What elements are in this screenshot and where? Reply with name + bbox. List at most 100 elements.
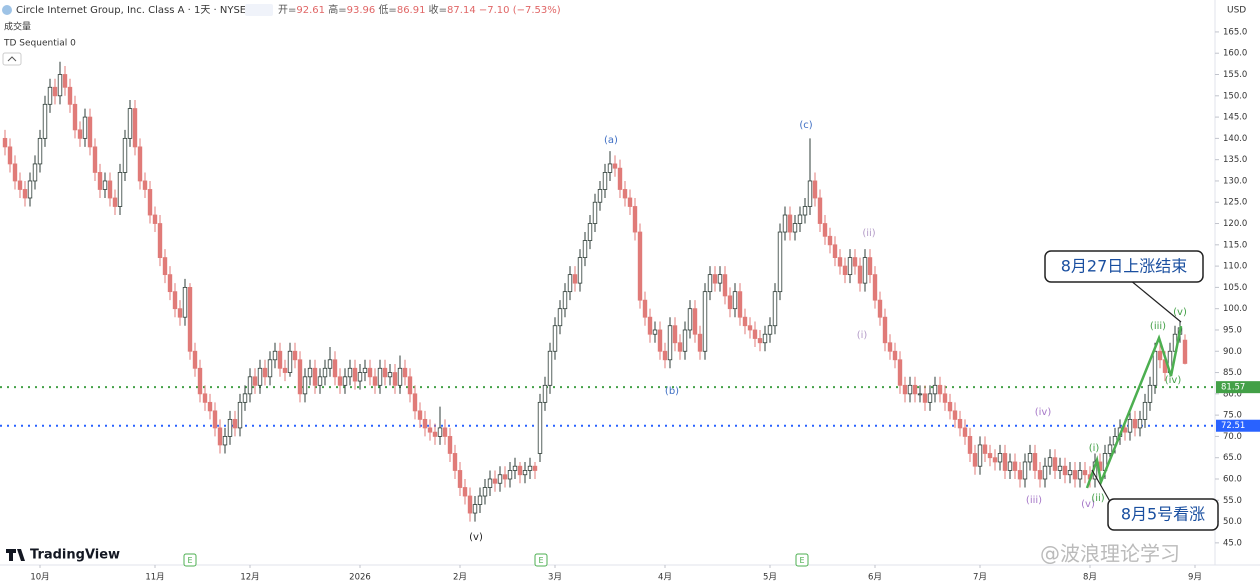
candle-body <box>922 393 928 403</box>
candle-body <box>472 504 478 514</box>
y-tick-label: 55.0 <box>1223 496 1242 506</box>
wave-label: (iv) <box>1165 375 1182 386</box>
candle-body <box>997 453 1003 463</box>
candle-body <box>532 465 538 471</box>
candle-body <box>47 86 53 105</box>
candle-body <box>192 350 198 369</box>
candle-body <box>1017 470 1023 480</box>
candle-body <box>367 367 373 378</box>
candle-body <box>932 384 938 395</box>
candle-body <box>912 384 918 395</box>
candle-body <box>842 265 848 276</box>
candle-body <box>887 342 893 352</box>
callout-text: 8月27日上涨结束 <box>1061 257 1188 276</box>
candle-body <box>1052 457 1058 471</box>
candle-body <box>517 465 523 476</box>
symbol-title: Circle Internet Group, Inc. Class A · 1天… <box>16 5 246 16</box>
wave-label: (iii) <box>1150 321 1166 332</box>
candle-body <box>142 180 148 190</box>
candle-body <box>197 367 203 395</box>
header-buttons[interactable] <box>245 4 273 16</box>
candle-body <box>307 367 313 378</box>
earnings-marker[interactable] <box>183 553 197 567</box>
y-tick-label: 105.0 <box>1223 283 1247 293</box>
brand-name: TradingView <box>30 548 120 563</box>
symbol-icon <box>2 5 12 15</box>
candle-body <box>962 427 968 437</box>
x-tick-label: 11月 <box>145 573 164 583</box>
candle-body <box>352 367 358 382</box>
candle-body <box>837 257 843 267</box>
wave-label: (iii) <box>1026 495 1042 506</box>
candle-body <box>1077 470 1083 480</box>
close-value: 87.14 <box>447 5 476 16</box>
y-tick-label: 120.0 <box>1223 219 1247 229</box>
collapse-button[interactable] <box>2 52 22 66</box>
candle-body <box>827 235 833 246</box>
candle-body <box>557 308 563 327</box>
open-label: 开= <box>278 5 296 16</box>
candle-body <box>627 197 633 207</box>
candle-body <box>817 197 823 224</box>
candle-body <box>137 146 143 182</box>
candle-body <box>242 393 248 403</box>
y-tick-label: 75.0 <box>1223 411 1242 421</box>
high-value: 93.96 <box>347 5 376 16</box>
candle-body <box>897 359 903 386</box>
candle-body <box>132 108 138 148</box>
candle-body <box>542 384 548 403</box>
candle-body <box>222 436 228 446</box>
wave-label: (i) <box>1089 443 1100 454</box>
candle-body <box>452 453 458 471</box>
candle-body <box>2 137 8 148</box>
candle-body <box>657 329 663 352</box>
candle-body <box>302 376 308 395</box>
brand-logo <box>6 549 25 561</box>
earnings-marker[interactable] <box>795 553 809 567</box>
x-tick-label: 6月 <box>868 573 882 583</box>
candle-body <box>977 444 983 467</box>
candle-body <box>1147 384 1153 403</box>
candle-body <box>667 325 673 361</box>
candle-body <box>332 359 338 378</box>
candle-body <box>692 308 698 335</box>
callout-box <box>1044 250 1204 283</box>
candle-body <box>1057 465 1063 471</box>
candle-body <box>852 257 858 267</box>
candle-body <box>747 325 753 331</box>
candle-body <box>312 367 318 386</box>
candle-body <box>767 325 773 335</box>
wave-label: (ii) <box>1091 493 1104 504</box>
candle-body <box>1142 401 1148 420</box>
candle-body <box>562 291 568 310</box>
candle-body <box>482 487 488 497</box>
y-tick-label: 45.0 <box>1223 538 1242 548</box>
earnings-marker[interactable] <box>534 553 548 567</box>
candle-body <box>587 223 593 241</box>
wave-label: (iv) <box>1035 407 1052 418</box>
wave-label: (c) <box>799 120 812 131</box>
candle-body <box>682 329 688 352</box>
y-tick-label: 125.0 <box>1223 198 1247 208</box>
candle-body <box>777 231 783 293</box>
candle-body <box>12 163 18 182</box>
candle-body <box>712 274 718 284</box>
candle-body <box>1137 418 1143 429</box>
x-tick-label: 7月 <box>973 573 987 583</box>
candle-body <box>347 367 353 378</box>
candle-body <box>717 274 723 284</box>
candle-body <box>727 295 733 310</box>
candle-body <box>112 197 118 207</box>
y-tick-label: 110.0 <box>1223 262 1247 272</box>
candle-body <box>397 367 403 386</box>
candle-body <box>847 257 853 276</box>
candle-body <box>512 465 518 471</box>
candle-body <box>902 384 908 395</box>
candle-body <box>957 418 963 429</box>
candle-body <box>737 291 743 318</box>
candle-body <box>252 376 258 386</box>
candle-body <box>152 214 158 224</box>
candle-body <box>1107 444 1113 454</box>
